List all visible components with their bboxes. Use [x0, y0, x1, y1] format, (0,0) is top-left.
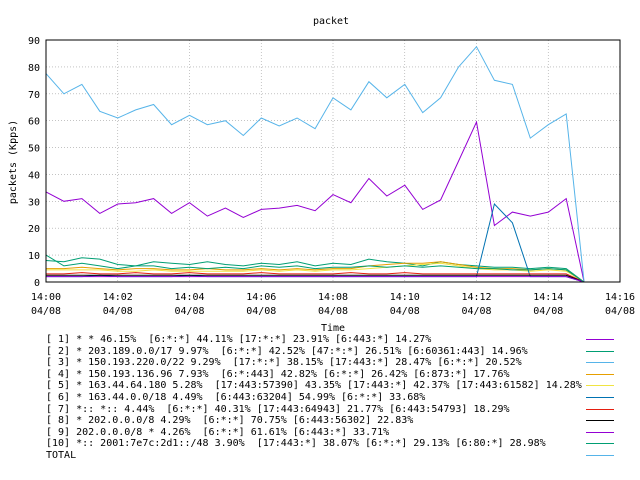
y-axis-label: packets (Kpps) [8, 120, 19, 204]
x-tick-label-date: 04/08 [390, 306, 420, 317]
legend-swatch [586, 443, 614, 445]
grid [46, 40, 620, 282]
y-tick-label: 30 [28, 197, 40, 208]
x-tick-label-time: 14:06 [246, 292, 276, 303]
legend-label: [ 2] * 203.189.0.0/17 9.97% [6:*:*] 42.5… [46, 345, 528, 357]
y-tick-label: 20 [28, 224, 40, 235]
y-tick-label: 50 [28, 144, 40, 155]
legend-swatch [586, 431, 614, 433]
y-tick-label: 0 [34, 278, 40, 289]
plot-frame [45, 39, 621, 283]
x-tick-label-time: 14:16 [605, 292, 635, 303]
legend-label: [ 9] 202.0.0.0/8 * 4.26% [6:*:*] 61.61% … [46, 426, 390, 438]
legend-swatch [586, 385, 614, 387]
y-tick-labels: 0 10 20 30 40 50 60 70 80 90 [28, 36, 40, 289]
legend-label: [ 5] * 163.44.64.180 5.28% [17:443:57390… [46, 380, 582, 392]
x-tick-label-time: 14:00 [31, 292, 61, 303]
y-tick-label: 80 [28, 63, 40, 74]
x-tick-label-date: 04/08 [461, 306, 491, 317]
legend-swatch [586, 396, 614, 398]
legend-label: [10] *:: 2001:7e7c:2d1::/48 3.90% [17:44… [46, 438, 546, 450]
series-line-3 [45, 45, 585, 283]
legend-entry: TOTAL [46, 450, 620, 462]
legend-label: TOTAL [46, 449, 77, 461]
legend-label: [ 6] * 163.44.0.0/18 4.49% [6:443:63204]… [46, 391, 426, 403]
x-tick-label-time: 14:12 [461, 292, 491, 303]
x-tick-label-time: 14:10 [390, 292, 420, 303]
legend-label: [ 3] * 150.193.220.0/22 9.29% [17:*:*] 3… [46, 357, 522, 369]
legend-swatch [586, 420, 614, 422]
y-tick-label: 10 [28, 251, 40, 262]
x-tick-label-date: 04/08 [318, 306, 348, 317]
x-tick-label-date: 04/08 [246, 306, 276, 317]
y-tick-label: 60 [28, 117, 40, 128]
legend-swatch [586, 408, 614, 410]
legend-label: [ 8] * 202.0.0.0/8 4.29% [6:*:*] 70.75% … [46, 415, 414, 427]
x-tick-label-time: 14:14 [533, 292, 563, 303]
legend-entry: [ 6] * 163.44.0.0/18 4.49% [6:443:63204]… [46, 392, 620, 404]
legend: [ 1] * * 46.15% [6:*:*] 44.11% [17:*:*] … [46, 334, 620, 462]
legend-entry: [ 2] * 203.189.0.0/17 9.97% [6:*:*] 42.5… [46, 346, 620, 358]
x-tick-label-date: 04/08 [103, 306, 133, 317]
series-line-10 [45, 254, 585, 283]
y-tick-label: 90 [28, 36, 40, 47]
x-tick-label-date: 04/08 [533, 306, 563, 317]
y-tick-label: 40 [28, 170, 40, 181]
series-lines [45, 45, 585, 283]
legend-swatch [586, 454, 614, 456]
x-tick-labels: 14:00 04/08 14:02 04/08 14:04 04/08 14:06 04/08… [31, 292, 635, 317]
legend-entry: [ 8] * 202.0.0.0/8 4.29% [6:*:*] 70.75% … [46, 415, 620, 427]
chart-title: packet [313, 16, 349, 27]
series-line-1 [45, 120, 585, 283]
legend-entry: [ 3] * 150.193.220.0/22 9.29% [17:*:*] 3… [46, 357, 620, 369]
x-tick-label-time: 14:04 [174, 292, 204, 303]
series-line-7 [46, 272, 585, 283]
series-line-8 [46, 274, 585, 283]
x-tick-label-date: 04/08 [174, 306, 204, 317]
series-line-9 [46, 276, 585, 283]
legend-entry: [ 4] * 150.193.136.96 7.93% [6:*:443] 42… [46, 369, 620, 381]
legend-entry: [ 1] * * 46.15% [6:*:*] 44.11% [17:*:*] … [46, 334, 620, 346]
legend-swatch [586, 373, 614, 375]
legend-entry: [ 5] * 163.44.64.180 5.28% [17:443:57390… [46, 380, 620, 392]
x-tick-label-date: 04/08 [31, 306, 61, 317]
y-tick-label: 70 [28, 90, 40, 101]
x-axis-label: Time [321, 323, 345, 334]
legend-label: [ 4] * 150.193.136.96 7.93% [6:*:443] 42… [46, 368, 510, 380]
legend-entry: [ 9] 202.0.0.0/8 * 4.26% [6:*:*] 61.61% … [46, 427, 620, 439]
legend-swatch [586, 339, 614, 340]
legend-entry: [ 7] *:: *:: 4.44% [6:*:*] 40.31% [17:44… [46, 404, 620, 416]
x-tick-label-time: 14:08 [318, 292, 348, 303]
legend-swatch [586, 350, 614, 352]
legend-entry: [10] *:: 2001:7e7c:2d1::/48 3.90% [17:44… [46, 438, 620, 450]
legend-label: [ 7] *:: *:: 4.44% [6:*:*] 40.31% [17:44… [46, 403, 510, 415]
x-tick-label-date: 04/08 [605, 306, 635, 317]
x-tick-label-time: 14:02 [103, 292, 133, 303]
series-line-5 [46, 262, 585, 283]
legend-swatch [586, 362, 614, 364]
legend-label: [ 1] * * 46.15% [6:*:*] 44.11% [17:*:*] … [46, 334, 432, 345]
